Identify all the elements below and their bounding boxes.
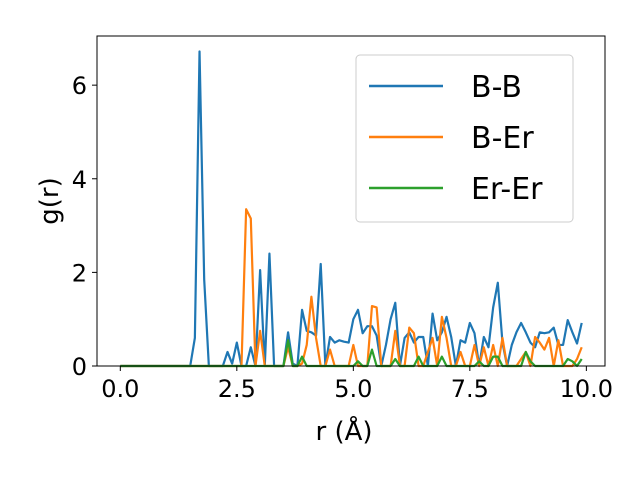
- plot-frame: [96, 35, 606, 367]
- series-line-b-b: [120, 50, 583, 368]
- axes-frame: [96, 35, 606, 367]
- y-tick-label: 0: [72, 353, 87, 381]
- legend-label: Er-Er: [471, 172, 543, 207]
- y-tick-label: 4: [72, 166, 87, 194]
- legend-label: B-Er: [471, 121, 534, 156]
- x-tick-label: 10.0: [560, 375, 613, 403]
- legend-label: B-B: [471, 70, 522, 105]
- y-tick-label: 6: [72, 72, 87, 100]
- x-tick-label: 5.0: [334, 375, 372, 403]
- x-tick-label: 0.0: [101, 375, 139, 403]
- y-axis-label: g(r): [35, 177, 65, 224]
- x-tick-label: 7.5: [451, 375, 489, 403]
- legend: B-B B-Er Er-Er: [355, 54, 574, 223]
- x-axis: 0.0 2.5 5.0 7.5 10.0: [101, 366, 613, 403]
- x-axis-label: r (Å): [315, 415, 372, 447]
- x-tick-label: 2.5: [218, 375, 256, 403]
- legend-box: [355, 54, 574, 223]
- y-tick-label: 2: [72, 259, 87, 287]
- y-axis: 0 2 4 6: [72, 72, 97, 381]
